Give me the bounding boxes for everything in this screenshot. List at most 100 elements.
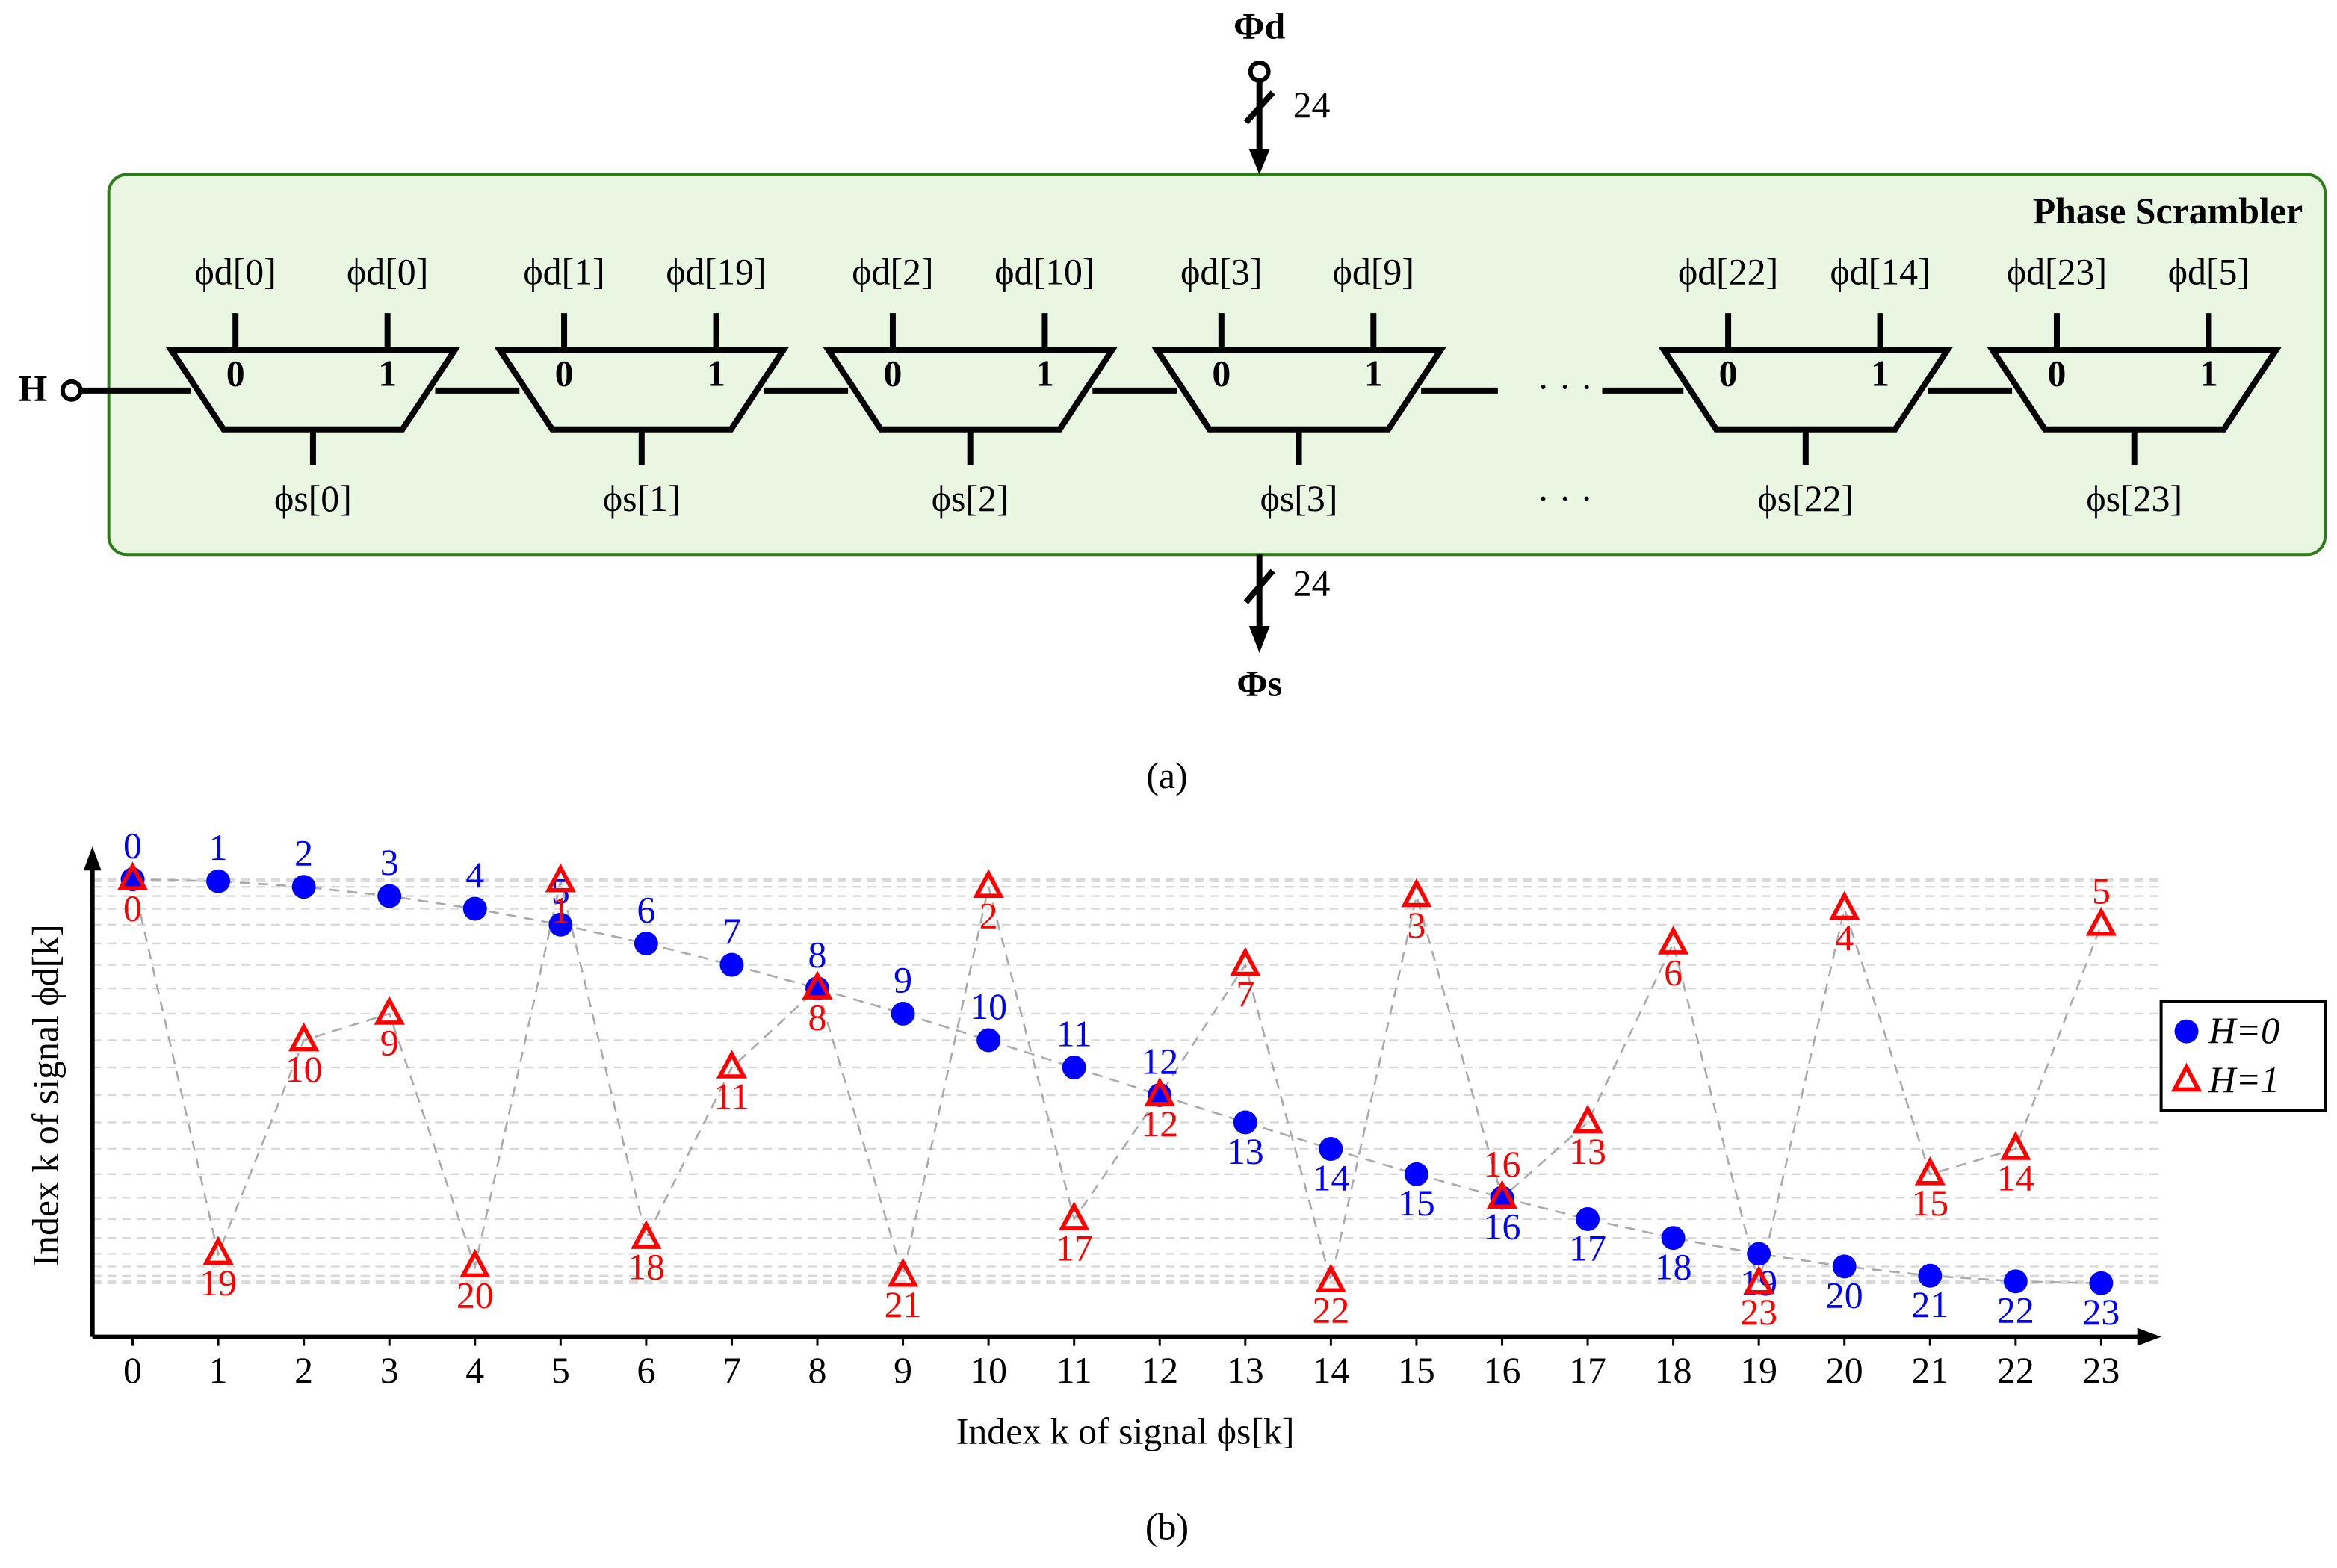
point-label: 15 [1398,1183,1435,1224]
x-tick-label: 20 [1826,1350,1863,1391]
mux-input: ϕd[10] [994,252,1095,293]
x-tick-label: 0 [123,1350,142,1391]
mux-input: ϕd[23] [2007,252,2107,293]
point [1233,1110,1257,1135]
point-label: 10 [970,986,1007,1027]
point-label: 7 [1236,973,1254,1014]
mux-output: ϕs[3] [1260,478,1338,519]
point-label: 0 [123,825,142,867]
point [719,952,744,977]
legend-label: H=1 [2208,1059,2279,1100]
x-tick-label: 9 [894,1350,912,1391]
point-label: 1 [551,890,570,931]
x-tick-label: 3 [380,1350,399,1391]
point [1832,1254,1857,1279]
point [976,1028,1001,1053]
point-label: 3 [1407,905,1426,946]
point-label: 13 [1227,1131,1264,1172]
mux-input: ϕd[14] [1830,252,1930,293]
io-wires [60,60,1275,653]
point-label: 18 [1655,1246,1692,1287]
x-tick-label: 16 [1484,1350,1521,1391]
point [1576,1207,1600,1231]
y-axis-label: Index k of signal ϕd[k] [25,924,66,1266]
point-label: 22 [1312,1290,1349,1331]
x-axis-label: Index k of signal ϕs[k] [956,1411,1295,1452]
point-label: 23 [1740,1292,1777,1333]
x-tick-label: 1 [209,1350,228,1391]
mux [1987,347,2282,433]
mux-select: 0 [1719,353,1738,394]
point-label: 14 [1997,1157,2034,1198]
ellipsis: · · · [1537,478,1593,519]
x-tick-label: 7 [722,1350,741,1391]
point-label: 8 [808,935,827,976]
x-tick-label: 15 [1398,1350,1435,1391]
point-label: 17 [1569,1227,1606,1268]
point [1144,1077,1175,1106]
legend-label: H=0 [2208,1010,2279,1051]
x-tick-label: 8 [808,1350,827,1391]
point-label: 2 [294,833,313,874]
point-label: 20 [1826,1275,1863,1316]
point [1829,890,1860,920]
point-label: 10 [285,1049,323,1090]
point-label: 9 [380,1022,399,1063]
point-label: 14 [1312,1157,1349,1198]
point-label: 12 [1141,1041,1178,1082]
x-tick-label: 10 [970,1350,1007,1391]
mux-select: 1 [2200,353,2218,394]
point [202,1236,234,1265]
mux-output: ϕs[1] [603,478,681,519]
point-label: 6 [1664,952,1683,993]
point [1315,1263,1346,1293]
mux [1151,347,1446,433]
point-label: 20 [456,1275,494,1316]
point [1743,1265,1774,1295]
mux-select: 1 [1871,353,1889,394]
mux-input: ϕd[2] [852,252,933,293]
mux-input: ϕd[3] [1180,252,1262,293]
point [1914,1156,1946,1186]
point [117,861,149,890]
mux-input: ϕd[19] [666,252,766,293]
bus-width: 24 [1293,563,1331,604]
block-title: Phase Scrambler [2033,190,2303,232]
input-label: Φd [1233,6,1285,47]
point [2003,1269,2028,1294]
caption: (a) [1146,755,1187,796]
bus-width: 24 [1293,84,1331,125]
point [973,869,1004,898]
point-label: 6 [637,890,655,931]
point-label: 15 [1911,1183,1948,1224]
point-label: 3 [380,842,399,883]
x-tick-label: 13 [1227,1350,1264,1391]
point-label: 0 [123,887,142,929]
x-tick-label: 19 [1740,1350,1777,1391]
caption: (b) [1145,1506,1189,1547]
point-label: 5 [2092,870,2111,911]
point [291,875,316,899]
x-tick-label: 5 [551,1350,570,1391]
point-label: 12 [1141,1103,1178,1144]
mux-input: ϕd[9] [1333,252,1414,293]
x-tick-label: 22 [1997,1350,2034,1391]
connector [132,878,2102,1285]
select-input: H [18,368,47,409]
point-label: 2 [979,896,998,937]
point-label: 13 [1569,1131,1606,1172]
point [1661,1226,1686,1251]
point [631,1220,662,1249]
point [1918,1263,1943,1288]
mux [823,347,1118,433]
point [1404,1162,1428,1186]
mux-output: ϕs[23] [2086,478,2182,519]
point [1486,1180,1518,1209]
mux-select: 1 [1036,353,1054,394]
point-label: 4 [1835,917,1854,958]
scrambler-box [107,173,2327,557]
mux [1658,347,1953,433]
point [288,1022,320,1052]
legend-marker [2174,1019,2199,1044]
